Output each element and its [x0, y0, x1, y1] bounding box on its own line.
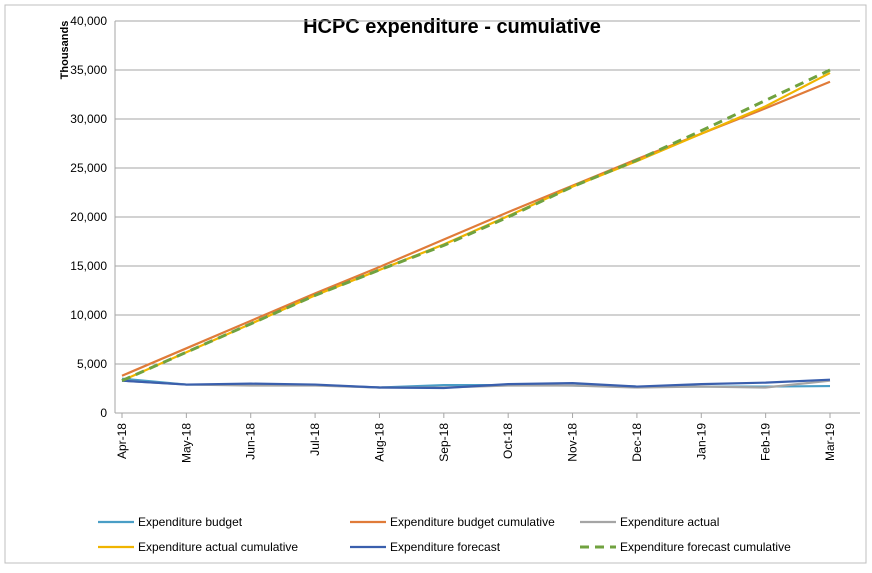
legend-label: Expenditure budget cumulative: [390, 515, 555, 529]
x-tick-label: Jan-19: [694, 423, 708, 460]
legend-label: Expenditure forecast cumulative: [620, 540, 791, 554]
y-tick-label: 25,000: [70, 161, 107, 175]
y-tick-label: 0: [100, 406, 107, 420]
legend-label: Expenditure actual: [620, 515, 719, 529]
x-tick-label: May-18: [179, 423, 193, 463]
series-line: [121, 378, 831, 390]
x-tick-label: Feb-19: [759, 423, 773, 461]
legend-label: Expenditure budget: [138, 515, 243, 529]
y-tick-label: 15,000: [70, 259, 107, 273]
y-tick-label: 35,000: [70, 63, 107, 77]
y-tick-label: 20,000: [70, 210, 107, 224]
y-axis-label: Thousands: [59, 21, 71, 80]
x-tick-label: Jun-18: [244, 423, 258, 460]
x-tick-label: Mar-19: [823, 423, 837, 461]
y-tick-label: 10,000: [70, 308, 107, 322]
x-tick-label: Oct-18: [501, 423, 515, 459]
x-tick-label: Nov-18: [566, 423, 580, 462]
y-tick-label: 30,000: [70, 112, 107, 126]
chart-border: [4, 4, 867, 564]
legend-label: Expenditure actual cumulative: [138, 540, 298, 554]
x-tick-label: Sep-18: [437, 423, 451, 462]
y-tick-label: 40,000: [70, 14, 107, 28]
series-line: [121, 68, 831, 383]
legend-label: Expenditure forecast: [390, 540, 501, 554]
chart-title: HCPC expenditure - cumulative: [303, 16, 601, 38]
x-tick-label: Dec-18: [630, 423, 644, 462]
x-tick-label: Apr-18: [115, 423, 129, 459]
y-tick-label: 5,000: [77, 357, 107, 371]
x-tick-label: Jul-18: [308, 423, 322, 456]
x-tick-label: Aug-18: [372, 423, 386, 462]
